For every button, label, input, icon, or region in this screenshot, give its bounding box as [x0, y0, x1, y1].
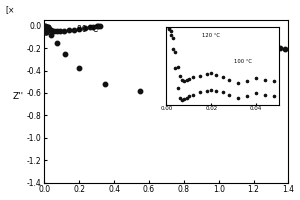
Text: [×: [× [6, 6, 15, 15]
Text: 60 °C: 60 °C [188, 77, 208, 86]
Text: 80 °C: 80 °C [77, 25, 98, 34]
Y-axis label: Z'': Z'' [13, 92, 24, 101]
